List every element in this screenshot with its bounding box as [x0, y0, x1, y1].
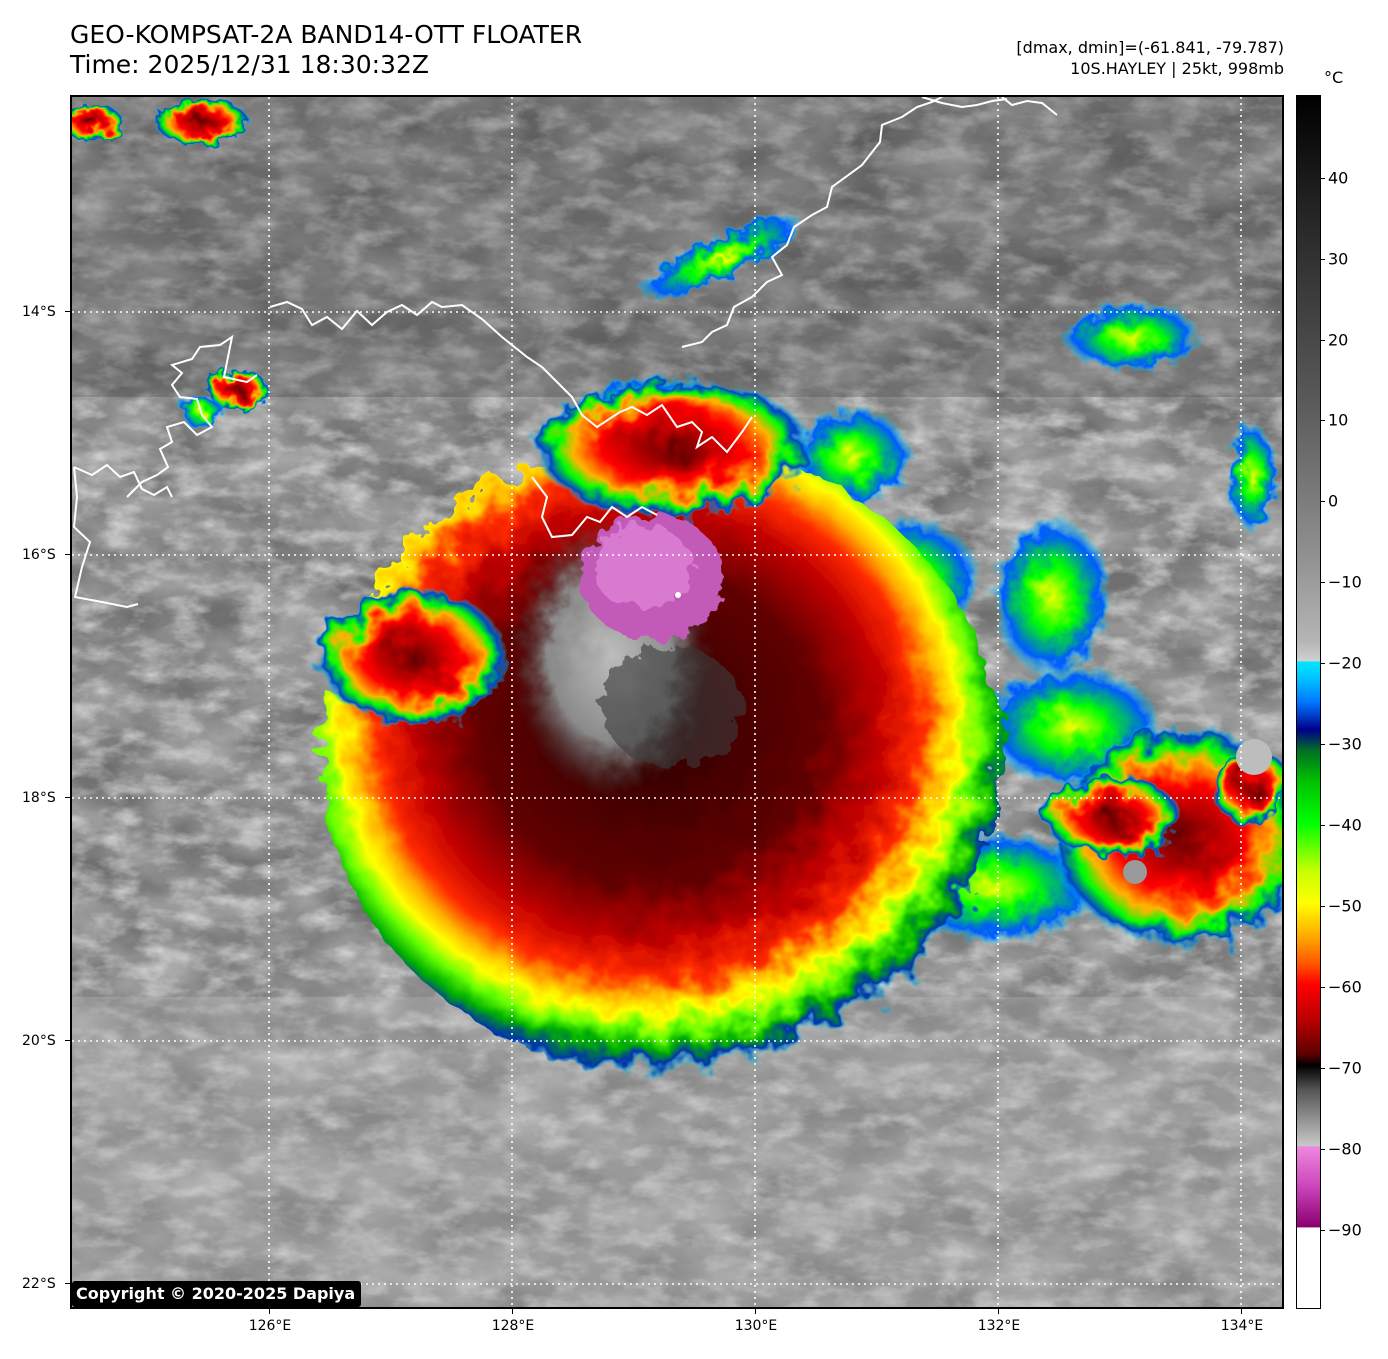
lon-label-130e: 130°E: [734, 1318, 778, 1334]
lon-tick: [998, 1309, 999, 1314]
copyright-notice: Copyright © 2020-2025 Dapiya: [72, 1281, 362, 1307]
lon-label-132e: 132°E: [977, 1318, 1021, 1334]
dmax-dmin-readout: [dmax, dmin]=(-61.841, -79.787): [1016, 38, 1284, 57]
colorbar-tick: [1321, 1149, 1325, 1150]
title-line-time: Time: 2025/12/31 18:30:32Z: [70, 50, 429, 79]
colorbar-label-0: 0: [1328, 491, 1339, 511]
colorbar-tick: [1321, 420, 1325, 421]
lat-label-16s: 16°S: [22, 547, 56, 563]
colorbar-label-40: 40: [1328, 168, 1349, 188]
colorbar-tick: [1321, 1230, 1325, 1231]
lat-tick: [65, 1283, 70, 1284]
coastline: [72, 97, 1058, 609]
colorbar-label-minus90: −90: [1328, 1220, 1362, 1240]
lon-tick: [512, 1309, 513, 1314]
lon-label-134e: 134°E: [1220, 1318, 1264, 1334]
lon-tick: [269, 1309, 270, 1314]
colorbar-label-minus30: −30: [1328, 734, 1362, 754]
colorbar-label-minus80: −80: [1328, 1139, 1362, 1159]
lat-label-18s: 18°S: [22, 790, 56, 806]
colorbar-tick: [1321, 340, 1325, 341]
eastern-cell-warm-spot: [1123, 860, 1147, 884]
storm-name-intensity: 10S.HAYLEY | 25kt, 998mb: [1070, 59, 1284, 78]
lat-tick: [65, 311, 70, 312]
lon-tick: [1241, 1309, 1242, 1314]
eastern-convective-cluster: [1042, 727, 1282, 947]
colorbar-label-30: 30: [1328, 249, 1349, 269]
overshooting-top-marker: [675, 592, 681, 598]
lon-label-128e: 128°E: [491, 1318, 535, 1334]
lat-tick: [65, 554, 70, 555]
colorbar-tick: [1321, 259, 1325, 260]
lon-tick: [755, 1309, 756, 1314]
lat-label-22s: 22°S: [22, 1276, 56, 1292]
colorbar-tick: [1321, 825, 1325, 826]
title-line-satellite: GEO-KOMPSAT-2A BAND14-OTT FLOATER: [70, 20, 583, 49]
colorbar-label-minus10: −10: [1328, 572, 1362, 592]
colorbar-tick: [1321, 987, 1325, 988]
figure-title: GEO-KOMPSAT-2A BAND14-OTT FLOATER Time: …: [70, 20, 582, 80]
colorbar-label-minus50: −50: [1328, 896, 1362, 916]
colorbar-label-minus60: −60: [1328, 977, 1362, 997]
colorbar-tick: [1321, 582, 1325, 583]
temperature-colorbar: [1296, 95, 1321, 1309]
storm-info: [dmax, dmin]=(-61.841, -79.787) 10S.HAYL…: [1016, 37, 1284, 79]
imagery-canvas: [72, 97, 1282, 1307]
lon-label-126e: 126°E: [248, 1318, 292, 1334]
colorbar-tick: [1321, 501, 1325, 502]
lat-label-20s: 20°S: [22, 1033, 56, 1049]
colorbar-label-10: 10: [1328, 410, 1349, 430]
colorbar-tick: [1321, 1068, 1325, 1069]
eastern-cell-warm-spot: [1236, 739, 1272, 775]
colorbar-label-minus40: −40: [1328, 815, 1362, 835]
colorbar-tick: [1321, 744, 1325, 745]
lat-label-14s: 14°S: [22, 304, 56, 320]
colorbar-unit: °C: [1324, 68, 1344, 87]
colorbar-tick: [1321, 663, 1325, 664]
colorbar-label-minus70: −70: [1328, 1058, 1362, 1078]
colorbar-tick: [1321, 906, 1325, 907]
colorbar-label-20: 20: [1328, 330, 1349, 350]
gridlines: [72, 97, 1282, 1307]
cold-cloud-top-region: [512, 515, 742, 797]
satellite-imagery-map[interactable]: [70, 95, 1284, 1309]
colorbar-tick: [1321, 178, 1325, 179]
lat-tick: [65, 797, 70, 798]
colorbar-label-minus20: −20: [1328, 653, 1362, 673]
lat-tick: [65, 1040, 70, 1041]
